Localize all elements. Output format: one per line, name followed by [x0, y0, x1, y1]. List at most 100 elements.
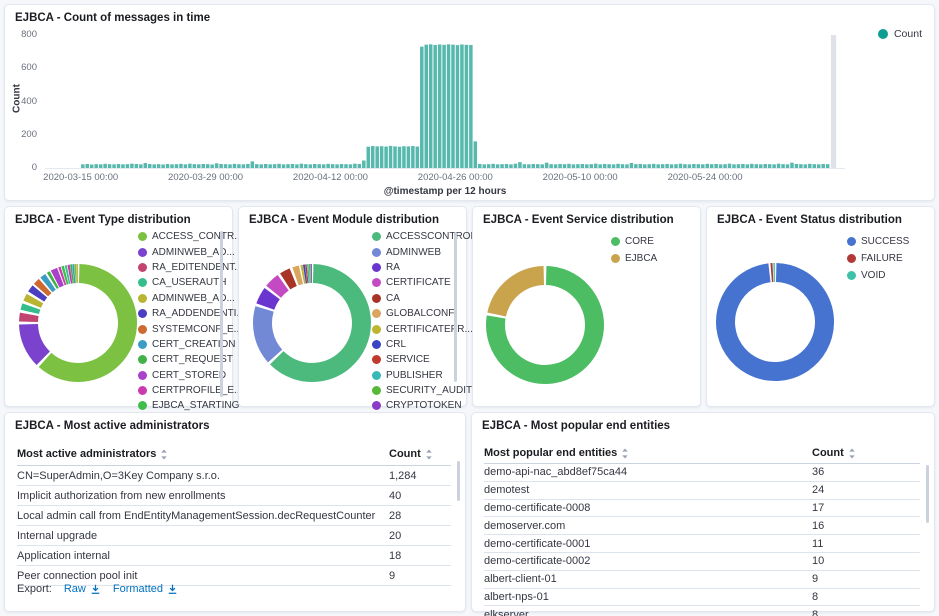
legend-item[interactable]: CERT_CREATION [138, 337, 245, 352]
histogram-bar[interactable] [446, 44, 451, 168]
histogram-bar[interactable] [90, 164, 94, 168]
histogram-bar[interactable] [147, 164, 152, 168]
histogram-bar[interactable] [116, 164, 121, 168]
histogram-bar[interactable] [112, 164, 116, 168]
column-header-label[interactable]: Most popular end entities [484, 447, 812, 459]
histogram-bar[interactable] [143, 163, 148, 168]
histogram-bar[interactable] [701, 164, 705, 168]
histogram-bar[interactable] [803, 164, 808, 168]
donut-segment-ca-userauth[interactable] [20, 303, 41, 315]
histogram-bar[interactable] [94, 164, 98, 168]
histogram-bar[interactable] [732, 164, 736, 168]
histogram-bar[interactable] [558, 164, 562, 168]
histogram-bar[interactable] [799, 164, 803, 168]
event-type-donut-chart[interactable] [18, 263, 138, 383]
donut-segment-accesscontrol[interactable] [270, 264, 371, 382]
histogram-bar[interactable] [714, 164, 718, 168]
histogram-bar[interactable] [736, 164, 741, 168]
histogram-bar[interactable] [375, 146, 379, 168]
donut-segment-ra-editendent-[interactable] [19, 312, 39, 323]
export-formatted-link[interactable]: Formatted [113, 583, 178, 595]
donut-segment-certificate[interactable] [266, 275, 289, 298]
histogram-bar[interactable] [816, 164, 821, 168]
histogram-bar[interactable] [197, 164, 201, 168]
event-module-donut-chart[interactable] [252, 263, 372, 383]
histogram-bar[interactable] [451, 44, 455, 168]
histogram-bar[interactable] [241, 164, 246, 168]
histogram-bar[interactable] [741, 164, 745, 168]
histogram-bar[interactable] [326, 163, 330, 168]
histogram-bar[interactable] [683, 164, 687, 168]
panel-title[interactable]: EJBCA - Most active administrators [15, 420, 210, 432]
count-histogram[interactable] [45, 35, 845, 168]
histogram-bar[interactable] [255, 164, 259, 168]
legend-item[interactable]: CORE [611, 233, 657, 250]
histogram-bar[interactable] [353, 163, 357, 168]
histogram-bar[interactable] [763, 164, 767, 168]
histogram-bar[interactable] [571, 164, 576, 168]
histogram-bar[interactable] [134, 164, 139, 168]
histogram-bar[interactable] [125, 164, 130, 168]
legend-item[interactable]: SYSTEMCONF_E... [138, 321, 245, 336]
histogram-bar[interactable] [794, 164, 799, 168]
panel-title[interactable]: EJBCA - Event Type distribution [15, 214, 191, 226]
donut-segment-cert-request[interactable] [46, 271, 59, 290]
histogram-bar[interactable] [808, 163, 812, 168]
legend-item[interactable]: GLOBALCONF [372, 306, 476, 321]
table-scrollbar[interactable] [926, 465, 929, 523]
histogram-bar[interactable] [518, 162, 522, 168]
histogram-bar[interactable] [228, 164, 232, 168]
histogram-bar[interactable] [121, 164, 125, 168]
histogram-bar[interactable] [750, 163, 754, 168]
histogram-bar[interactable] [406, 146, 411, 168]
histogram-bar[interactable] [455, 45, 460, 168]
legend-item[interactable]: CERTIFICATE [372, 275, 476, 290]
histogram-bar[interactable] [549, 164, 553, 168]
histogram-bar[interactable] [464, 44, 469, 168]
histogram-bar[interactable] [687, 164, 692, 168]
histogram-bar[interactable] [277, 163, 281, 168]
histogram-bar[interactable] [589, 164, 594, 168]
table-scrollbar[interactable] [457, 461, 460, 501]
histogram-bar[interactable] [727, 163, 732, 168]
histogram-bar[interactable] [388, 145, 393, 168]
histogram-bar[interactable] [259, 164, 263, 168]
histogram-bar[interactable] [397, 146, 402, 168]
histogram-bar[interactable] [339, 164, 344, 168]
histogram-bar[interactable] [495, 164, 500, 168]
histogram-bar[interactable] [98, 164, 103, 168]
donut-segment-adminweb[interactable] [253, 306, 283, 363]
histogram-bar[interactable] [321, 164, 326, 168]
histogram-bar[interactable] [522, 164, 527, 168]
histogram-bar[interactable] [174, 164, 179, 168]
donut-segment-globalconf[interactable] [292, 265, 304, 286]
histogram-bar[interactable] [593, 163, 598, 168]
donut-segment-cert-stored[interactable] [50, 267, 64, 288]
histogram-bar[interactable] [665, 164, 669, 168]
legend-item[interactable]: RA [372, 260, 476, 275]
legend-item[interactable]: CA_USERAUTH [138, 275, 245, 290]
event-service-donut-chart[interactable] [485, 265, 605, 385]
legend-item[interactable]: SUCCESS [847, 233, 909, 250]
histogram-bar[interactable] [705, 163, 709, 168]
donut-segment-ra-addendenti-[interactable] [28, 285, 48, 302]
donut-segment-ra[interactable] [256, 287, 281, 311]
legend-item[interactable]: CERT_STORED [138, 368, 245, 383]
histogram-bar[interactable] [602, 164, 607, 168]
histogram-bar[interactable] [745, 164, 750, 168]
histogram-bar[interactable] [611, 164, 616, 168]
histogram-bar[interactable] [85, 164, 90, 168]
panel-title[interactable]: EJBCA - Event Module distribution [249, 214, 439, 226]
histogram-bar[interactable] [330, 164, 335, 168]
histogram-bar[interactable] [420, 46, 424, 168]
histogram-bar[interactable] [460, 44, 464, 168]
donut-segment-cert-creation[interactable] [40, 273, 56, 293]
legend-item[interactable]: EJBCA [611, 250, 657, 267]
legend-item[interactable]: ACCESS_CONTR... [138, 229, 245, 244]
histogram-bar[interactable] [362, 160, 366, 168]
histogram-bar[interactable] [821, 164, 825, 168]
histogram-bar[interactable] [393, 146, 397, 168]
donut-segment-systemconf-e-[interactable] [33, 278, 52, 297]
histogram-bar[interactable] [237, 164, 241, 168]
histogram-bar[interactable] [295, 164, 299, 168]
